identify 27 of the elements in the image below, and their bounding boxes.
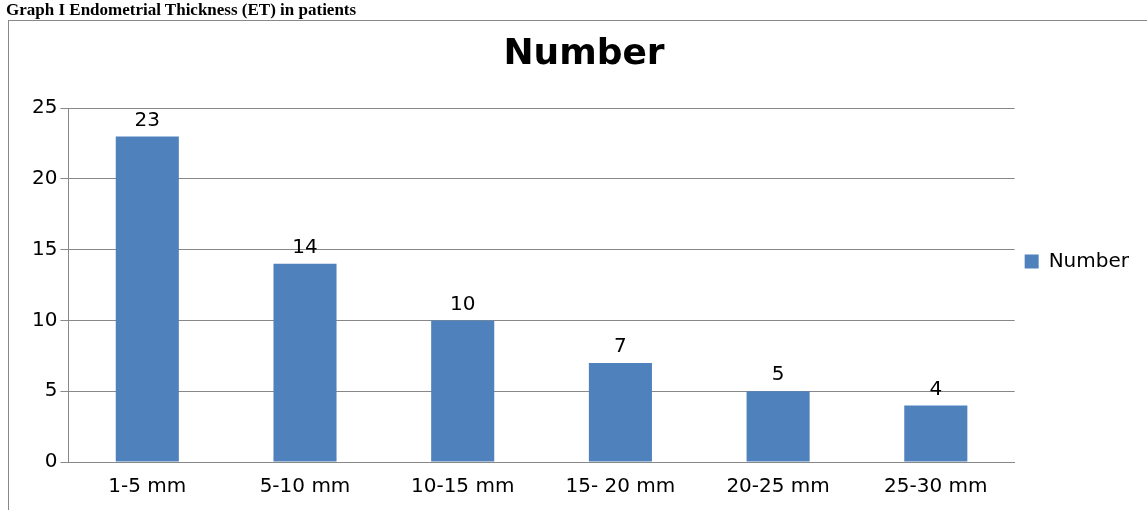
legend-label: Number bbox=[1048, 247, 1130, 272]
x-tick-label: 10-15 mm bbox=[410, 473, 515, 498]
y-tick-label: 25 bbox=[32, 94, 58, 119]
x-tick-label: 20-25 mm bbox=[726, 473, 830, 498]
data-label: 23 bbox=[134, 106, 161, 131]
data-label: 5 bbox=[771, 361, 785, 386]
data-label: 4 bbox=[929, 375, 943, 400]
y-tick-label: 0 bbox=[44, 448, 58, 473]
y-tick-label: 15 bbox=[32, 235, 58, 260]
x-tick-label: 1-5 mm bbox=[108, 473, 187, 498]
bar bbox=[588, 362, 652, 462]
x-tick-label: 15- 20 mm bbox=[565, 473, 676, 498]
text: Graph I Endometrial Thickness (ET) in patients bbox=[6, 0, 357, 20]
chart-title: Number bbox=[503, 30, 665, 72]
bar bbox=[115, 136, 179, 462]
x-tick-label: 5-10 mm bbox=[259, 473, 351, 498]
y-tick-label: 10 bbox=[32, 306, 58, 331]
bar bbox=[746, 391, 810, 462]
y-tick-label: 20 bbox=[32, 165, 58, 190]
bar bbox=[273, 263, 337, 462]
data-label: 7 bbox=[614, 333, 627, 358]
x-tick-label: 25-30 mm bbox=[884, 473, 988, 498]
data-label: 14 bbox=[292, 234, 318, 259]
data-label: 10 bbox=[449, 290, 476, 315]
y-tick-label: 5 bbox=[44, 377, 58, 402]
bar bbox=[431, 320, 495, 462]
bar bbox=[904, 405, 968, 462]
